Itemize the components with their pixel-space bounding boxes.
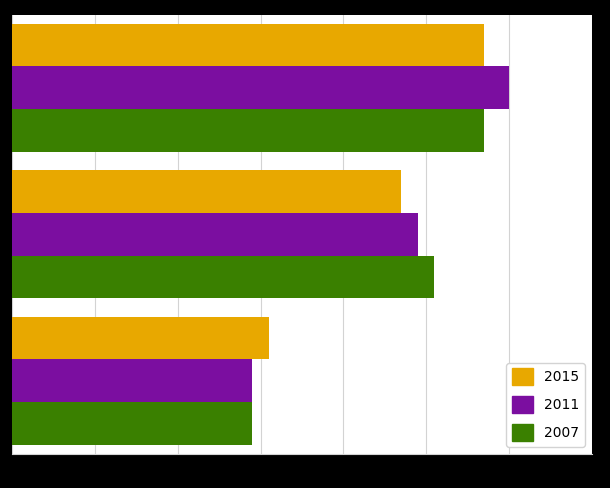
Legend: 2015, 2011, 2007: 2015, 2011, 2007 (506, 363, 585, 447)
Bar (12, 24, 484, 66)
Bar (12, 402, 253, 445)
Bar (12, 256, 434, 298)
Bar (12, 213, 418, 256)
Bar (12, 66, 509, 109)
Bar (12, 170, 401, 213)
Bar (12, 317, 269, 359)
Bar (12, 359, 253, 402)
Bar (12, 109, 484, 152)
